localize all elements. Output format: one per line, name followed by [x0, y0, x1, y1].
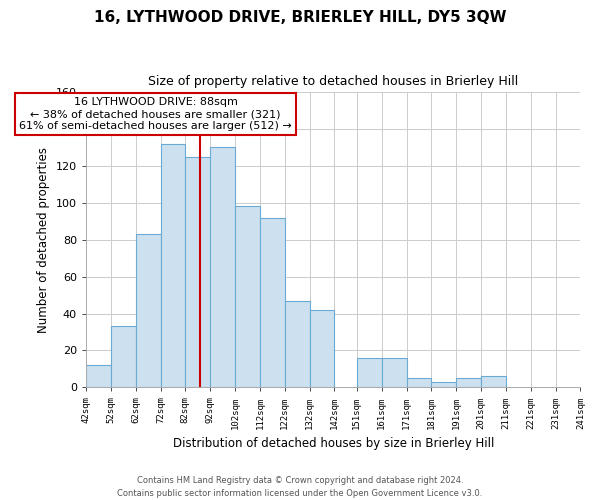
Bar — [580, 386, 600, 388]
Bar — [357, 358, 382, 388]
Bar — [235, 206, 260, 388]
Bar — [481, 376, 506, 388]
Bar — [407, 378, 431, 388]
Bar — [111, 326, 136, 388]
X-axis label: Distribution of detached houses by size in Brierley Hill: Distribution of detached houses by size … — [173, 437, 494, 450]
Y-axis label: Number of detached properties: Number of detached properties — [37, 146, 50, 332]
Bar — [210, 148, 235, 388]
Bar — [431, 382, 456, 388]
Title: Size of property relative to detached houses in Brierley Hill: Size of property relative to detached ho… — [148, 75, 518, 88]
Bar — [86, 365, 111, 388]
Bar — [310, 310, 334, 388]
Bar — [285, 300, 310, 388]
Text: 16, LYTHWOOD DRIVE, BRIERLEY HILL, DY5 3QW: 16, LYTHWOOD DRIVE, BRIERLEY HILL, DY5 3… — [94, 10, 506, 25]
Bar — [136, 234, 161, 388]
Bar — [260, 218, 285, 388]
Bar — [185, 156, 210, 388]
Bar — [456, 378, 481, 388]
Text: Contains HM Land Registry data © Crown copyright and database right 2024.
Contai: Contains HM Land Registry data © Crown c… — [118, 476, 482, 498]
Bar — [161, 144, 185, 388]
Text: 16 LYTHWOOD DRIVE: 88sqm
← 38% of detached houses are smaller (321)
61% of semi-: 16 LYTHWOOD DRIVE: 88sqm ← 38% of detach… — [19, 98, 292, 130]
Bar — [382, 358, 407, 388]
